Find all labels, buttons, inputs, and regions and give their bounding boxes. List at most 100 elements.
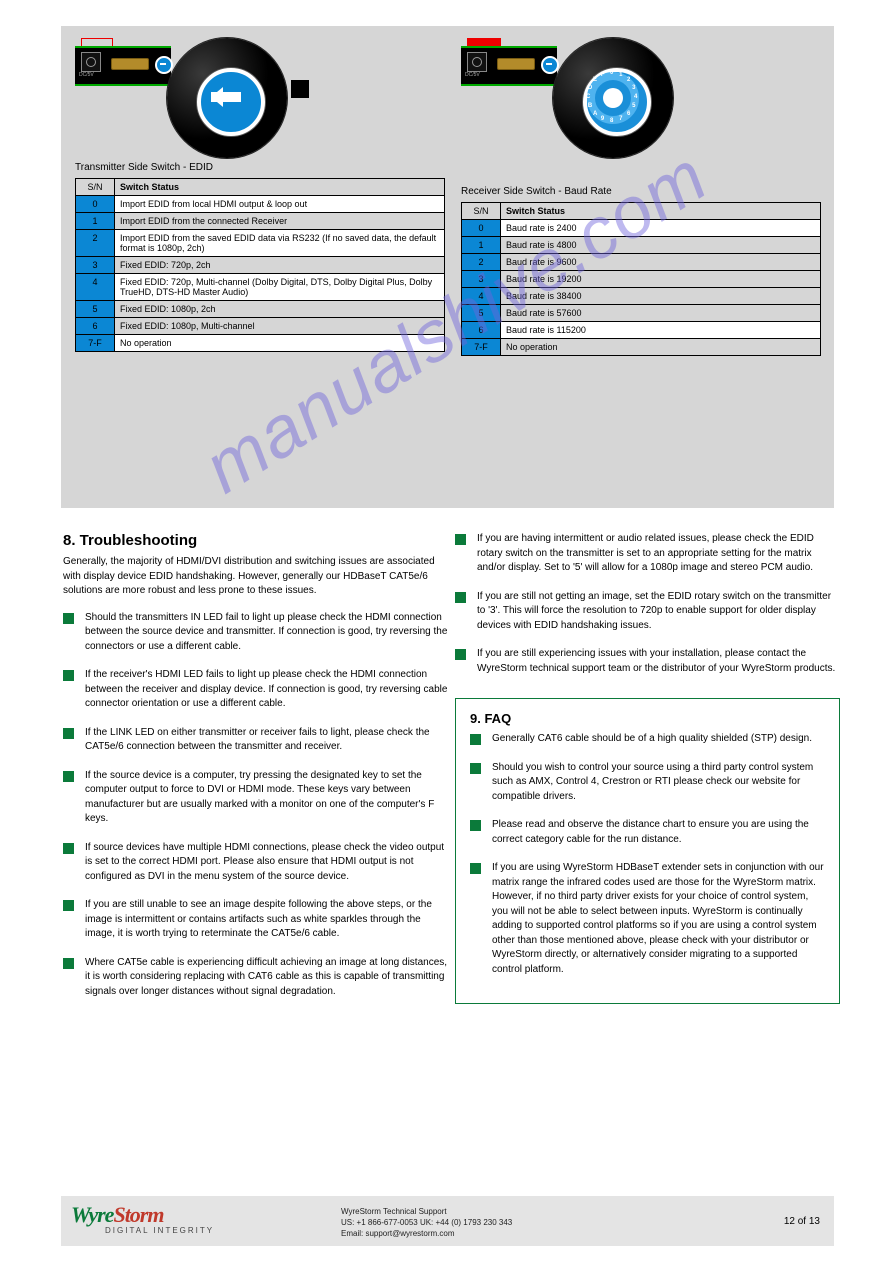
dc-jack-icon [81, 52, 101, 72]
list-item: Where CAT5e cable is experiencing diffic… [63, 956, 448, 1014]
faq-list: Generally CAT6 cable should be of a high… [470, 732, 825, 991]
dial-number: 0 [610, 70, 613, 76]
sn-cell: 2 [462, 254, 501, 271]
dial-number: 2 [627, 77, 630, 83]
logo-part2: Storm [113, 1202, 163, 1227]
rx-table-wrap: S/N Switch Status 0Baud rate is 24001Bau… [461, 202, 821, 356]
sn-cell: 4 [462, 288, 501, 305]
status-cell: Baud rate is 38400 [501, 288, 821, 305]
right-column: If you are having intermittent or audio … [455, 532, 840, 1004]
status-cell: Fixed EDID: 720p, Multi-channel (Dolby D… [115, 274, 445, 301]
dc-label: DC/5V [79, 72, 94, 78]
list-item: Generally CAT6 cable should be of a high… [470, 732, 825, 761]
logo-part1: Wyre [71, 1202, 113, 1227]
table-row: 5Fixed EDID: 1080p, 2ch [76, 301, 445, 318]
troubleshooting-heading: 8. Troubleshooting [63, 532, 448, 549]
tx-slot [111, 58, 149, 70]
table-row: 3Fixed EDID: 720p, 2ch [76, 257, 445, 274]
dial-number: 4 [634, 94, 637, 100]
sn-cell: 4 [76, 274, 115, 301]
tx-switch-table: S/N Switch Status 0Import EDID from loca… [75, 178, 445, 352]
switch-panel: DC/5V Transmitter Side Switch - EDID DC/… [61, 26, 834, 508]
dial-number: A [593, 111, 597, 117]
table-row: 7-FNo operation [76, 335, 445, 352]
sn-cell: 5 [462, 305, 501, 322]
dial-number: 6 [627, 111, 630, 117]
table-row: 2Baud rate is 9600 [462, 254, 821, 271]
rx-switch-table: S/N Switch Status 0Baud rate is 24001Bau… [461, 202, 821, 356]
tx-dial-arrow-icon [211, 92, 241, 102]
tx-small-dial-icon [155, 56, 173, 74]
logo-tagline: DIGITAL INTEGRITY [105, 1226, 214, 1235]
dial-number: 7 [619, 116, 622, 122]
dial-number: F [601, 72, 605, 78]
dial-number: 9 [601, 116, 604, 122]
table-row: 1Baud rate is 4800 [462, 237, 821, 254]
rx-col-sn-header: S/N [462, 203, 501, 220]
troubleshooting-list: Should the transmitters IN LED fail to l… [63, 611, 448, 1014]
table-row: 2Import EDID from the saved EDID data vi… [76, 230, 445, 257]
footer-line2: US: +1 866-677-0053 UK: +44 (0) 1793 230… [341, 1217, 621, 1228]
footer-contact: WyreStorm Technical Support US: +1 866-6… [341, 1206, 621, 1240]
tx-section-title: Transmitter Side Switch - EDID [75, 162, 213, 173]
sn-cell: 6 [76, 318, 115, 335]
table-row: 5Baud rate is 57600 [462, 305, 821, 322]
dial-number: E [593, 77, 597, 83]
page-root: manualshive.com DC/5V Transmitter Side S… [0, 0, 893, 1263]
list-item: Should you wish to control your source u… [470, 761, 825, 819]
status-cell: Fixed EDID: 1080p, 2ch [115, 301, 445, 318]
logo: WyreStorm DIGITAL INTEGRITY [71, 1202, 214, 1235]
dial-number: B [588, 103, 592, 109]
status-cell: Baud rate is 9600 [501, 254, 821, 271]
list-item: Should the transmitters IN LED fail to l… [63, 611, 448, 669]
sn-cell: 2 [76, 230, 115, 257]
troubleshooting-intro: Generally, the majority of HDMI/DVI dist… [63, 555, 448, 599]
table-row: 3Baud rate is 19200 [462, 271, 821, 288]
rx-dial-center [603, 88, 623, 108]
status-cell: No operation [501, 339, 821, 356]
table-row: 0Import EDID from local HDMI output & lo… [76, 196, 445, 213]
list-item: If you are still unable to see an image … [63, 898, 448, 956]
dial-number: 5 [632, 103, 635, 109]
rx-dial-enlarged: 0123456789ABCDEF [553, 38, 673, 158]
troubleshooting-list-continued: If you are having intermittent or audio … [455, 532, 840, 690]
footer-line3: Email: support@wyrestorm.com [341, 1228, 621, 1239]
sn-cell: 0 [76, 196, 115, 213]
table-row: 6Baud rate is 115200 [462, 322, 821, 339]
list-item: If the LINK LED on either transmitter or… [63, 726, 448, 769]
status-cell: Import EDID from local HDMI output & loo… [115, 196, 445, 213]
status-cell: No operation [115, 335, 445, 352]
list-item: Please read and observe the distance cha… [470, 818, 825, 861]
faq-heading: 9. FAQ [470, 711, 825, 726]
sn-cell: 5 [76, 301, 115, 318]
sn-cell: 7-F [76, 335, 115, 352]
rx-section-title: Receiver Side Switch - Baud Rate [461, 186, 612, 197]
table-row: 4Baud rate is 38400 [462, 288, 821, 305]
tx-default-marker [291, 80, 309, 98]
rx-col-status-header: Switch Status [501, 203, 821, 220]
list-item: If the receiver's HDMI LED fails to ligh… [63, 668, 448, 726]
table-row: 6Fixed EDID: 1080p, Multi-channel [76, 318, 445, 335]
page-number: 12 of 13 [784, 1216, 820, 1227]
sn-cell: 0 [462, 220, 501, 237]
list-item: If you are still experiencing issues wit… [455, 647, 840, 690]
sn-cell: 1 [462, 237, 501, 254]
rx-slot [497, 58, 535, 70]
dc-jack-icon [467, 52, 487, 72]
status-cell: Import EDID from the saved EDID data via… [115, 230, 445, 257]
dial-number: 1 [619, 72, 622, 78]
status-cell: Baud rate is 57600 [501, 305, 821, 322]
tx-col-status-header: Switch Status [115, 179, 445, 196]
footer-bar: WyreStorm DIGITAL INTEGRITY WyreStorm Te… [61, 1196, 834, 1246]
list-item: If the source device is a computer, try … [63, 769, 448, 841]
status-cell: Baud rate is 19200 [501, 271, 821, 288]
table-row: 4Fixed EDID: 720p, Multi-channel (Dolby … [76, 274, 445, 301]
status-cell: Baud rate is 115200 [501, 322, 821, 339]
status-cell: Fixed EDID: 720p, 2ch [115, 257, 445, 274]
faq-box: 9. FAQ Generally CAT6 cable should be of… [455, 698, 840, 1004]
sn-cell: 1 [76, 213, 115, 230]
sn-cell: 3 [462, 271, 501, 288]
status-cell: Fixed EDID: 1080p, Multi-channel [115, 318, 445, 335]
tx-dial-enlarged [167, 38, 287, 158]
logo-main: WyreStorm [71, 1202, 214, 1228]
